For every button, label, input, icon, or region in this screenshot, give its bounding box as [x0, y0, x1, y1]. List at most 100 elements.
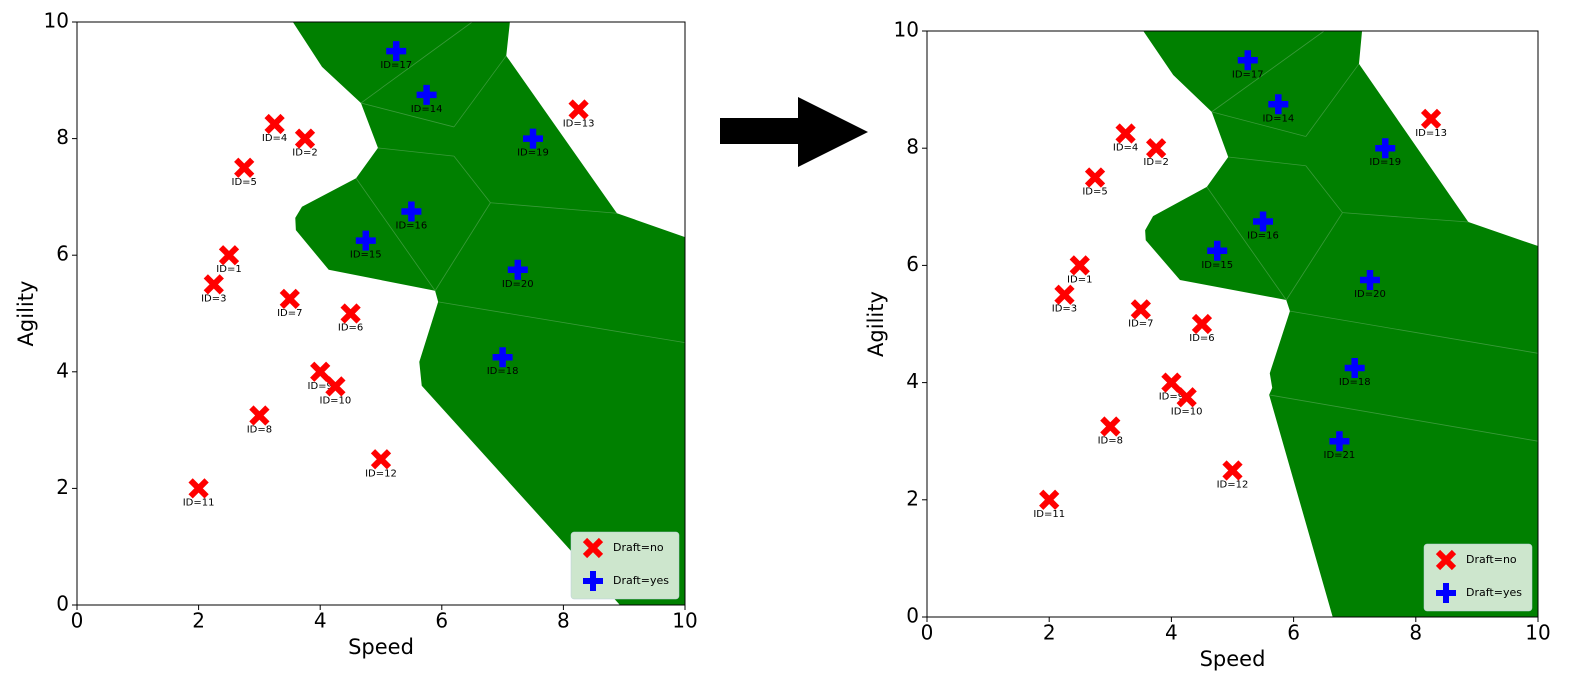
point-label: ID=1: [1067, 274, 1092, 285]
point-label: ID=16: [1247, 230, 1279, 241]
point-marker: [1146, 138, 1167, 159]
point-label: ID=18: [487, 366, 519, 377]
decision-region: [1143, 31, 1538, 617]
point-label: ID=16: [396, 220, 428, 231]
point-label: ID=6: [1189, 333, 1214, 344]
point-marker: [1115, 123, 1136, 144]
plot-frame: [926, 30, 1539, 618]
point-label: ID=15: [350, 250, 382, 261]
region-edge: [490, 202, 617, 214]
x-tick-label: 10: [1525, 621, 1550, 645]
point-marker: [203, 274, 224, 295]
point-label: ID=10: [320, 395, 352, 406]
point-marker: [568, 99, 589, 120]
point-marker: [310, 361, 331, 382]
region-edge: [453, 155, 491, 203]
point-marker: [294, 128, 316, 149]
y-tick-label: 2: [906, 486, 919, 510]
point-marker: [492, 347, 513, 368]
point-label: ID=5: [1082, 187, 1107, 198]
y-axis-label: Agility: [14, 281, 38, 347]
point-marker: [279, 288, 300, 310]
y-tick-label: 4: [56, 358, 69, 382]
point-marker: [370, 449, 392, 470]
point-label: ID=15: [1201, 260, 1233, 271]
point-marker: [507, 259, 528, 280]
region-edge: [355, 178, 436, 291]
point-label: ID=17: [1232, 69, 1264, 80]
legend-marker: [1436, 583, 1456, 603]
point-label: ID=7: [277, 308, 302, 319]
point-label: ID=7: [1128, 318, 1153, 329]
point-label: ID=12: [365, 468, 397, 479]
x-tick-label: 10: [672, 609, 697, 633]
point-label: ID=20: [502, 279, 534, 290]
point-marker: [1069, 255, 1090, 276]
region-edge: [1206, 186, 1287, 301]
point-marker: [1268, 94, 1289, 115]
point-label: ID=13: [1415, 128, 1447, 139]
y-tick-label: 8: [906, 135, 919, 159]
legend-label: Draft=no: [613, 541, 664, 554]
y-tick-label: 0: [906, 604, 919, 628]
region-edge: [434, 202, 491, 291]
region-edge: [1342, 212, 1469, 223]
region-edge: [377, 147, 455, 157]
legend-label: Draft=yes: [1466, 586, 1522, 599]
point-label: ID=8: [247, 425, 272, 436]
point-label: ID=2: [1143, 157, 1168, 168]
legend-label: Draft=no: [1466, 553, 1517, 566]
x-axis-label: Speed: [1200, 647, 1266, 671]
y-tick-label: 0: [56, 592, 69, 616]
region-edge: [438, 301, 686, 344]
point-label: ID=18: [1339, 377, 1371, 388]
point-marker: [1207, 240, 1228, 261]
x-tick-label: 0: [71, 609, 84, 633]
plot-frame: [76, 21, 686, 606]
point-label: ID=11: [183, 497, 215, 508]
decision-region: [292, 22, 685, 605]
point-label: ID=12: [1217, 480, 1249, 491]
point-label: ID=14: [411, 104, 443, 115]
point-label: ID=1: [216, 264, 241, 275]
region-edge: [1289, 310, 1539, 354]
legend-marker: [1435, 549, 1457, 571]
point-marker: [188, 478, 209, 499]
point-label: ID=21: [1324, 450, 1356, 461]
x-tick-label: 8: [1409, 621, 1422, 645]
point-marker: [386, 41, 407, 62]
point-marker: [523, 128, 543, 149]
point-label: ID=6: [338, 323, 363, 334]
x-tick-label: 4: [1165, 621, 1178, 645]
x-tick-label: 2: [192, 609, 205, 633]
point-label: ID=19: [517, 148, 549, 159]
region-edge: [1228, 156, 1306, 167]
point-marker: [1329, 431, 1350, 452]
point-label: ID=14: [1262, 113, 1294, 124]
point-label: ID=4: [262, 133, 287, 144]
region-edge: [1269, 394, 1539, 442]
point-label: ID=19: [1369, 157, 1401, 168]
point-marker: [234, 157, 255, 178]
region-edge: [1211, 111, 1306, 137]
region-edge: [1211, 30, 1325, 113]
point-marker: [218, 245, 240, 266]
point-label: ID=10: [1171, 406, 1203, 417]
point-label: ID=9: [308, 381, 333, 392]
point-marker: [401, 201, 422, 222]
point-marker: [1359, 270, 1380, 291]
point-marker: [1084, 167, 1106, 188]
x-tick-label: 0: [921, 621, 934, 645]
y-tick-label: 6: [56, 242, 69, 266]
point-marker: [1130, 299, 1151, 320]
point-marker: [1161, 372, 1182, 393]
x-axis-label: Speed: [348, 635, 414, 659]
point-marker: [1375, 138, 1396, 159]
point-label: ID=2: [292, 148, 317, 159]
point-marker: [340, 303, 361, 324]
chart: 0 2 4 6 8 10 0 2 4 6 8 10 Speed Agility ID=1 ID=2 ID=3 ID…: [14, 9, 698, 660]
point-label: ID=20: [1354, 289, 1386, 300]
point-marker: [1191, 313, 1213, 335]
region-edge: [360, 102, 455, 128]
